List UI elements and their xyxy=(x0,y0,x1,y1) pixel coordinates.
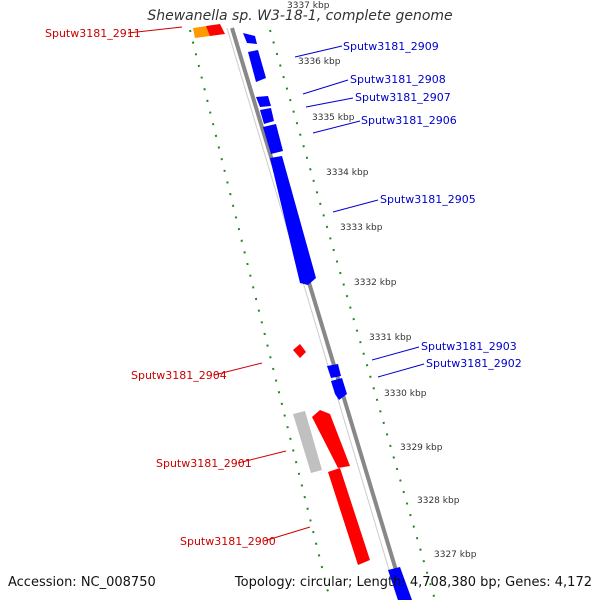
map-title: Shewanella sp. W3-18-1, complete genome xyxy=(147,8,453,24)
leader-2909 xyxy=(294,45,343,58)
gene-arrow-2905[interactable] xyxy=(270,156,316,285)
gene-arrow-2904[interactable] xyxy=(293,344,306,358)
gene-arrow-2911[interactable] xyxy=(206,24,225,36)
gene-arrow-2906b[interactable] xyxy=(263,124,283,154)
accession-text: Accession: NC_008750 xyxy=(8,575,156,590)
gene-arrow-2900[interactable] xyxy=(328,468,370,565)
leader-2906 xyxy=(312,120,361,134)
leader-2905 xyxy=(332,199,379,213)
gene-label-forward[interactable]: Sputw3181_2909 xyxy=(343,40,439,53)
gene-label-reverse[interactable]: Sputw3181_2901 xyxy=(156,457,252,470)
gene-label-reverse[interactable]: Sputw3181_2911 xyxy=(45,27,141,40)
leader-2902 xyxy=(377,363,425,378)
kbp-tick-label: 3334 kbp xyxy=(326,168,369,178)
kbp-tick-label: 3332 kbp xyxy=(354,278,397,288)
kbp-tick-label: 3329 kbp xyxy=(400,443,443,453)
leader-2904 xyxy=(213,362,263,376)
kbp-tick-label: 3330 kbp xyxy=(384,389,427,399)
gene-label-forward[interactable]: Sputw3181_2906 xyxy=(361,114,457,127)
left-tick-track xyxy=(189,29,331,600)
gene-arrow-orange[interactable] xyxy=(193,26,210,38)
leader-2911 xyxy=(127,26,183,34)
leader-2908 xyxy=(302,79,349,95)
gene-label-forward[interactable]: Sputw3181_2903 xyxy=(421,340,517,353)
gene-label-forward[interactable]: Sputw3181_2905 xyxy=(380,193,476,206)
leader-2907 xyxy=(305,97,354,108)
gene-arrow-2901[interactable] xyxy=(312,410,350,468)
kbp-tick-label: 3328 kbp xyxy=(417,496,460,506)
gene-arrow-2909[interactable] xyxy=(243,33,257,44)
gene-label-reverse[interactable]: Sputw3181_2904 xyxy=(131,369,227,382)
leader-2901 xyxy=(237,450,287,464)
gene-arrow-2903[interactable] xyxy=(327,364,341,378)
gene-label-forward[interactable]: Sputw3181_2908 xyxy=(350,73,446,86)
topology-text: Topology: circular; Length: 4,708,380 bp… xyxy=(234,575,592,590)
gene-arrow-bottom[interactable] xyxy=(388,567,412,600)
gene-label-forward[interactable]: Sputw3181_2907 xyxy=(355,91,451,104)
gene-label-reverse[interactable]: Sputw3181_2900 xyxy=(180,535,276,548)
gene-arrow-2906a[interactable] xyxy=(260,108,274,124)
genome-backbone xyxy=(230,27,407,600)
kbp-tick-label: 3336 kbp xyxy=(298,57,341,67)
gene-arrow-2908[interactable] xyxy=(248,50,266,82)
kbp-tick-label: 3335 kbp xyxy=(312,113,355,123)
gene-arrow-2902[interactable] xyxy=(331,378,347,400)
backbone-inner-line xyxy=(226,27,399,600)
gene-label-forward[interactable]: Sputw3181_2902 xyxy=(426,357,522,370)
kbp-tick-label: 3337 kbp xyxy=(287,1,330,11)
kbp-tick-label: 3333 kbp xyxy=(340,223,383,233)
leader-2903 xyxy=(371,346,420,361)
leader-2900 xyxy=(263,526,311,542)
gene-arrow-2907[interactable] xyxy=(256,96,271,107)
kbp-tick-label: 3327 kbp xyxy=(434,550,477,560)
gene-arrow-gray[interactable] xyxy=(293,411,322,473)
kbp-tick-label: 3331 kbp xyxy=(369,333,412,343)
